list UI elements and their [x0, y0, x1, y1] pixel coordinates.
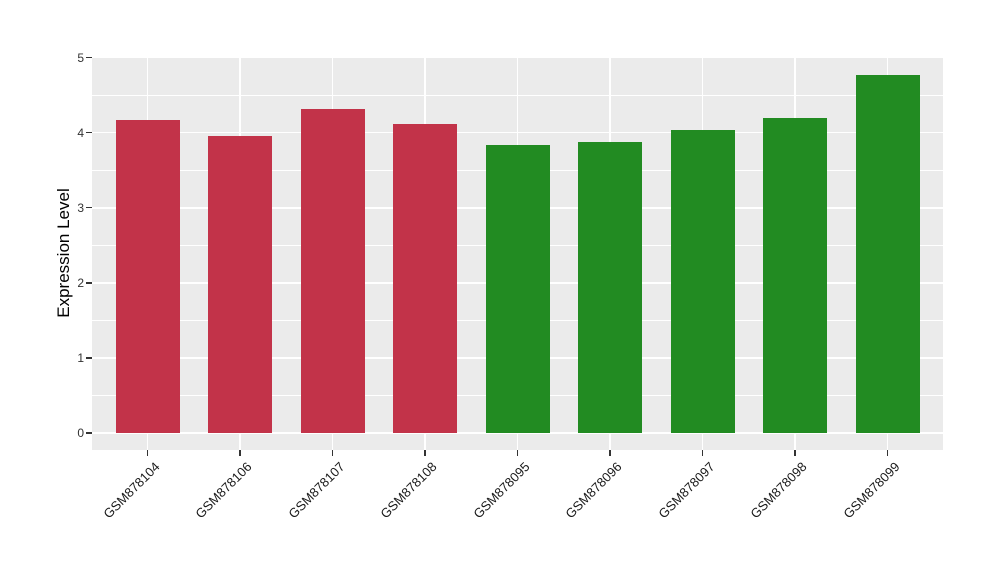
bar [115, 119, 180, 433]
x-axis-tick [239, 450, 241, 456]
x-axis-tick-label: GSM878099 [839, 459, 903, 522]
y-axis-tick-label: 2 [77, 275, 84, 290]
y-axis-tick-label: 3 [77, 200, 84, 215]
bar [763, 118, 827, 433]
bar [208, 136, 272, 433]
x-axis-tick [516, 450, 519, 456]
bar [670, 129, 735, 433]
x-axis-tick [794, 450, 796, 456]
x-axis-tick [701, 450, 704, 456]
x-axis-tick [424, 450, 426, 456]
y-axis-tick [86, 56, 92, 59]
x-axis-tick [331, 450, 334, 456]
x-axis-tick-label: GSM878104 [99, 459, 163, 522]
x-axis-tick-label: GSM878095 [469, 459, 533, 522]
y-axis-tick-label: 5 [77, 50, 84, 65]
x-axis-tick-label: GSM878108 [377, 459, 440, 522]
x-axis-tick [886, 450, 889, 456]
y-axis-tick [86, 357, 92, 359]
bar [485, 145, 550, 433]
y-axis-tick [86, 206, 92, 209]
x-axis-tick-label: GSM878098 [747, 459, 810, 522]
y-axis-tick-label: 4 [77, 125, 84, 140]
y-axis-tick [86, 131, 92, 134]
x-axis-tick [146, 450, 149, 456]
x-axis-tick-label: GSM878097 [654, 459, 718, 522]
y-axis-tick [86, 432, 92, 434]
plot-panel [92, 57, 943, 450]
x-axis-tick [609, 450, 611, 456]
y-axis-tick [86, 282, 92, 284]
bar [393, 123, 457, 433]
x-axis-tick-label: GSM878107 [284, 459, 348, 522]
x-axis-tick-label: GSM878106 [192, 459, 255, 522]
y-axis-tick-label: 0 [77, 426, 84, 440]
bar [578, 142, 642, 433]
x-axis-tick-label: GSM878096 [562, 459, 625, 522]
y-axis-tick-label: 1 [77, 350, 84, 365]
bar [300, 109, 365, 433]
bar [855, 74, 920, 433]
